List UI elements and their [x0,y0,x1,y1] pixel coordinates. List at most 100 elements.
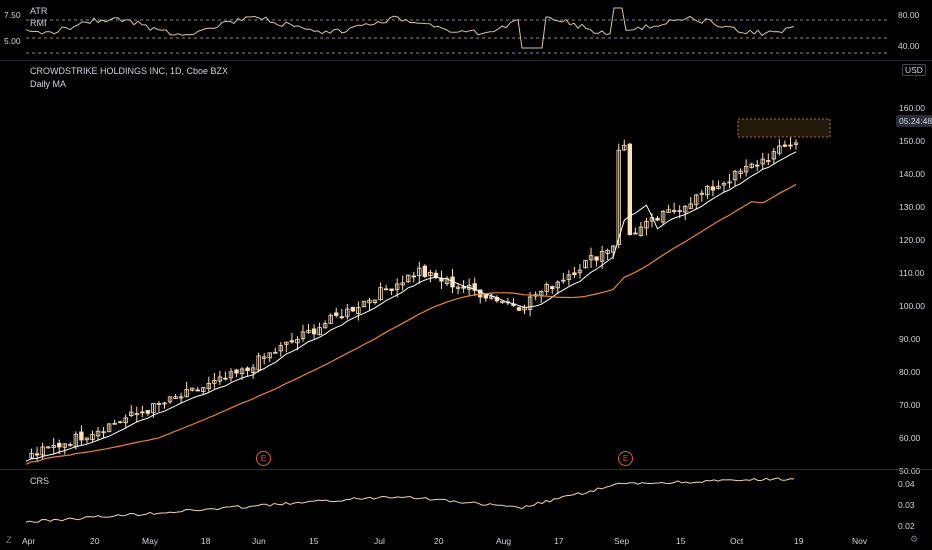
candle-body [677,210,682,213]
candle-body [489,296,494,299]
candle-body [793,142,799,145]
earnings-marker-sep[interactable]: E [618,451,633,466]
candle-body [599,251,605,262]
time-label: 18 [201,536,211,546]
candle-body [749,163,754,168]
candle-body [334,312,339,316]
crs-pane[interactable]: CRS 0.04 0.03 0.02 [0,470,932,532]
candle-body [727,181,732,184]
price-pane[interactable]: CROWDSTRIKE HOLDINGS INC, 1D, Cboe BZX D… [0,61,932,476]
price-tick: 90.00 [899,334,921,344]
candle-body [394,283,400,290]
candle-body [239,368,245,374]
crs-title: CRS [30,476,50,486]
candle-body [295,338,300,344]
time-label: Sep [614,536,630,546]
rmi-line [25,7,795,49]
gear-icon[interactable]: ⚙ [910,534,919,544]
candle-body [167,396,173,403]
candle-body [633,232,638,235]
time-label: 20 [90,536,100,546]
candle-body [117,421,123,424]
candle-body [29,452,34,459]
crs-tick-low: 0.02 [898,521,915,531]
candle-body [566,274,572,280]
candle-body [710,186,716,191]
candle-body [45,446,51,449]
atr-tick-low: 5.00 [4,36,21,46]
candle-body [433,272,439,278]
time-label: 17 [554,536,564,546]
candle-body [527,296,533,310]
candle-body [250,367,256,374]
candle-body [51,445,56,448]
candle-body [284,341,289,345]
currency-label[interactable]: USD [902,64,926,76]
candle-body [555,281,560,289]
candle-body [289,340,295,343]
candle-body [328,314,333,324]
candle-body [90,434,95,441]
candle-body [322,323,328,329]
candle-body [788,144,793,147]
candle-body [660,211,666,223]
candle-body [339,316,344,319]
candle-body [605,249,610,254]
crs-chart [25,477,795,523]
candle-body [428,271,433,277]
candle-body [738,170,743,175]
candle-body [666,209,671,213]
atr-rmi-pane[interactable]: ATR RMI 7.50 5.00 80.00 40.00 [0,0,932,59]
rmi-title: RMI [30,18,47,28]
earnings-marker-jun[interactable]: E [256,451,271,466]
candle-body [217,376,223,382]
candle-body [267,352,272,359]
price-countdown-badge: 05:24:48 [896,115,932,127]
candle-body [206,383,212,389]
candle-body [594,256,599,261]
candle-body [278,345,284,352]
price-tick: 110.00 [899,268,925,278]
atr-tick-high: 7.50 [4,10,21,20]
candle-body [378,287,383,301]
price-tick: 130.00 [899,202,925,212]
candle-body [156,403,162,405]
candle-body [400,282,405,286]
candle-body [561,279,566,282]
candle-body [455,286,461,289]
candle-body [178,396,184,399]
time-label: Aug [496,536,512,546]
crs-tick-high: 0.04 [898,479,915,489]
price-tick: 100.00 [899,301,925,311]
candle-body [34,453,40,456]
candle-body [123,417,128,424]
time-axis[interactable]: Z ⚙ Apr 20 May 18 Jun 15 Jul 20 Aug 17 Sep 15 Oct 19 N… [0,532,932,550]
candle-body [610,245,616,253]
ma-slow-line [25,183,797,465]
candle-body [671,210,677,212]
crs-line [25,477,795,523]
candle-body [588,255,594,261]
candle-body [223,377,228,380]
candle-body [345,308,350,317]
candle-body [461,286,466,289]
candle-body [57,442,62,448]
candle-body [406,274,411,283]
candle-body [544,284,549,292]
price-tick: 70.00 [899,400,921,410]
pane-separator[interactable] [0,60,932,61]
zoom-icon[interactable]: Z [6,535,12,545]
candle-body [389,288,394,291]
candle-body [79,431,84,441]
candle-body [350,306,356,312]
pane-separator[interactable] [0,469,932,470]
candle-body [311,328,317,335]
candle-body [743,165,749,173]
candle-body [162,402,167,405]
candle-body [760,158,765,165]
candle-body [262,356,267,359]
candle-body [106,423,112,433]
indicator-title: Daily MA [30,79,67,89]
candle-body [771,151,777,160]
candle-body [95,430,101,437]
